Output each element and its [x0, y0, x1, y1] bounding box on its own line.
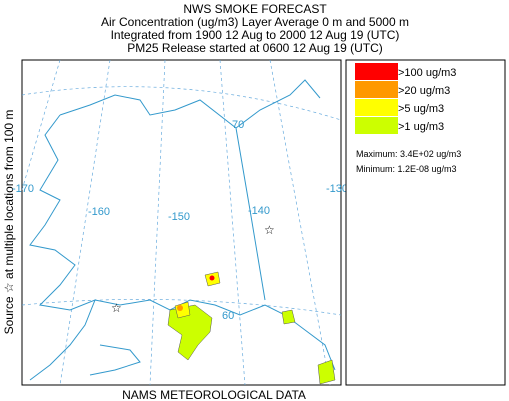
- lon-label: -170: [12, 183, 34, 195]
- subtitle: PM25 Release started at 0600 12 Aug 19 (…: [127, 41, 382, 55]
- minimum: Minimum: 1.2E-08 ug/m3: [356, 164, 457, 174]
- legend-label: >5 ug/m3: [398, 103, 444, 115]
- lon-label: -130: [326, 183, 348, 195]
- smoke: [167, 271, 336, 385]
- lon-label: -140: [248, 205, 270, 217]
- title: NWS SMOKE FORECAST: [183, 2, 327, 16]
- source-star: ☆: [111, 301, 122, 315]
- legend: >100 ug/m3 >20 ug/m3 >5 ug/m3 >1 ug/m3: [355, 63, 456, 134]
- legend-label: >1 ug/m3: [398, 121, 444, 133]
- legend-swatch: [355, 117, 398, 134]
- subtitle: Air Concentration (ug/m3) Layer Average …: [101, 15, 409, 29]
- legend-swatch: [355, 63, 398, 80]
- footer: NAMS METEOROLOGICAL DATA: [122, 388, 306, 401]
- legend-swatch: [355, 99, 398, 116]
- source-star: ☆: [264, 223, 275, 237]
- lon-label: -160: [88, 206, 110, 218]
- side-label: Source ☆ at multiple locations from 100 …: [2, 110, 16, 335]
- maximum: Maximum: 3.4E+02 ug/m3: [356, 149, 461, 159]
- lat-label: 60: [222, 310, 234, 322]
- lon-label: -150: [168, 211, 190, 223]
- subtitle: Integrated from 1900 12 Aug to 2000 12 A…: [111, 28, 400, 42]
- lat-label: 70: [232, 119, 244, 131]
- legend-label: >100 ug/m3: [398, 67, 456, 79]
- legend-label: >20 ug/m3: [398, 85, 450, 97]
- map: [21, 59, 342, 386]
- legend-swatch: [355, 81, 398, 98]
